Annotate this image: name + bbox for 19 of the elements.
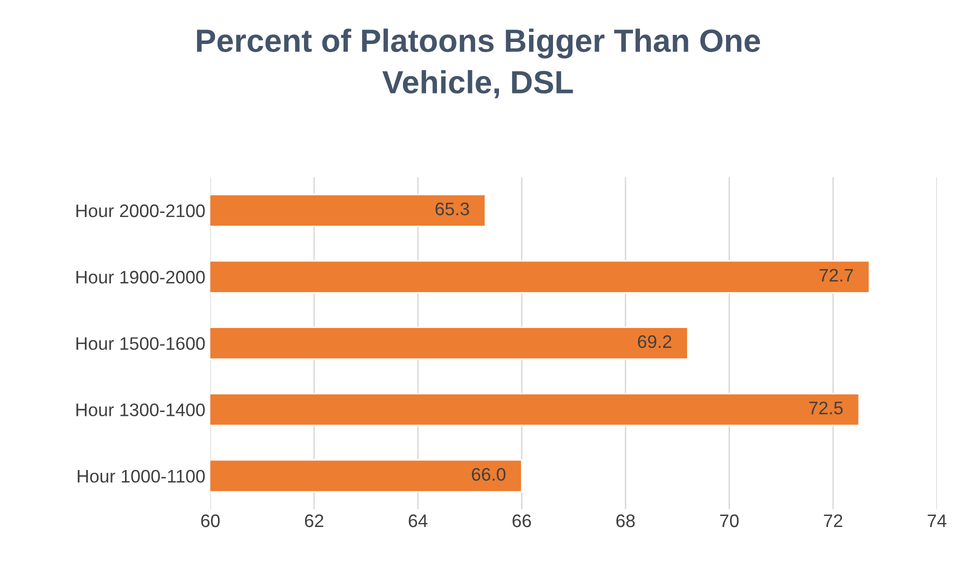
y-tick-label: Hour 1300-1400	[76, 403, 205, 416]
chart-title: Percent of Platoons Bigger Than One Vehicle, DSL	[197, 28, 760, 98]
x-tick-label: 68	[616, 514, 635, 528]
y-tick-label: Hour 1900-2000	[76, 270, 205, 284]
data-label: 65.3	[436, 202, 470, 216]
y-tick-label: Hour 1000-1100	[78, 470, 205, 483]
x-tick-label: 66	[512, 514, 531, 528]
y-tick-label: Hour 2000-2100	[76, 204, 205, 218]
x-tick-label: 72	[824, 514, 842, 528]
x-tick-label: 70	[720, 514, 739, 528]
x-tick-label: 74	[928, 514, 946, 528]
data-label: 72.7	[820, 268, 853, 282]
data-label: 69.2	[638, 335, 672, 348]
y-tick-label: Hour 1500-1600	[76, 337, 205, 350]
x-tick-label: 64	[408, 514, 428, 528]
x-tick-label: 60	[201, 514, 220, 528]
x-tick-label: 62	[304, 514, 324, 528]
data-label: 72.5	[809, 402, 843, 414]
data-label: 66.0	[472, 468, 506, 481]
